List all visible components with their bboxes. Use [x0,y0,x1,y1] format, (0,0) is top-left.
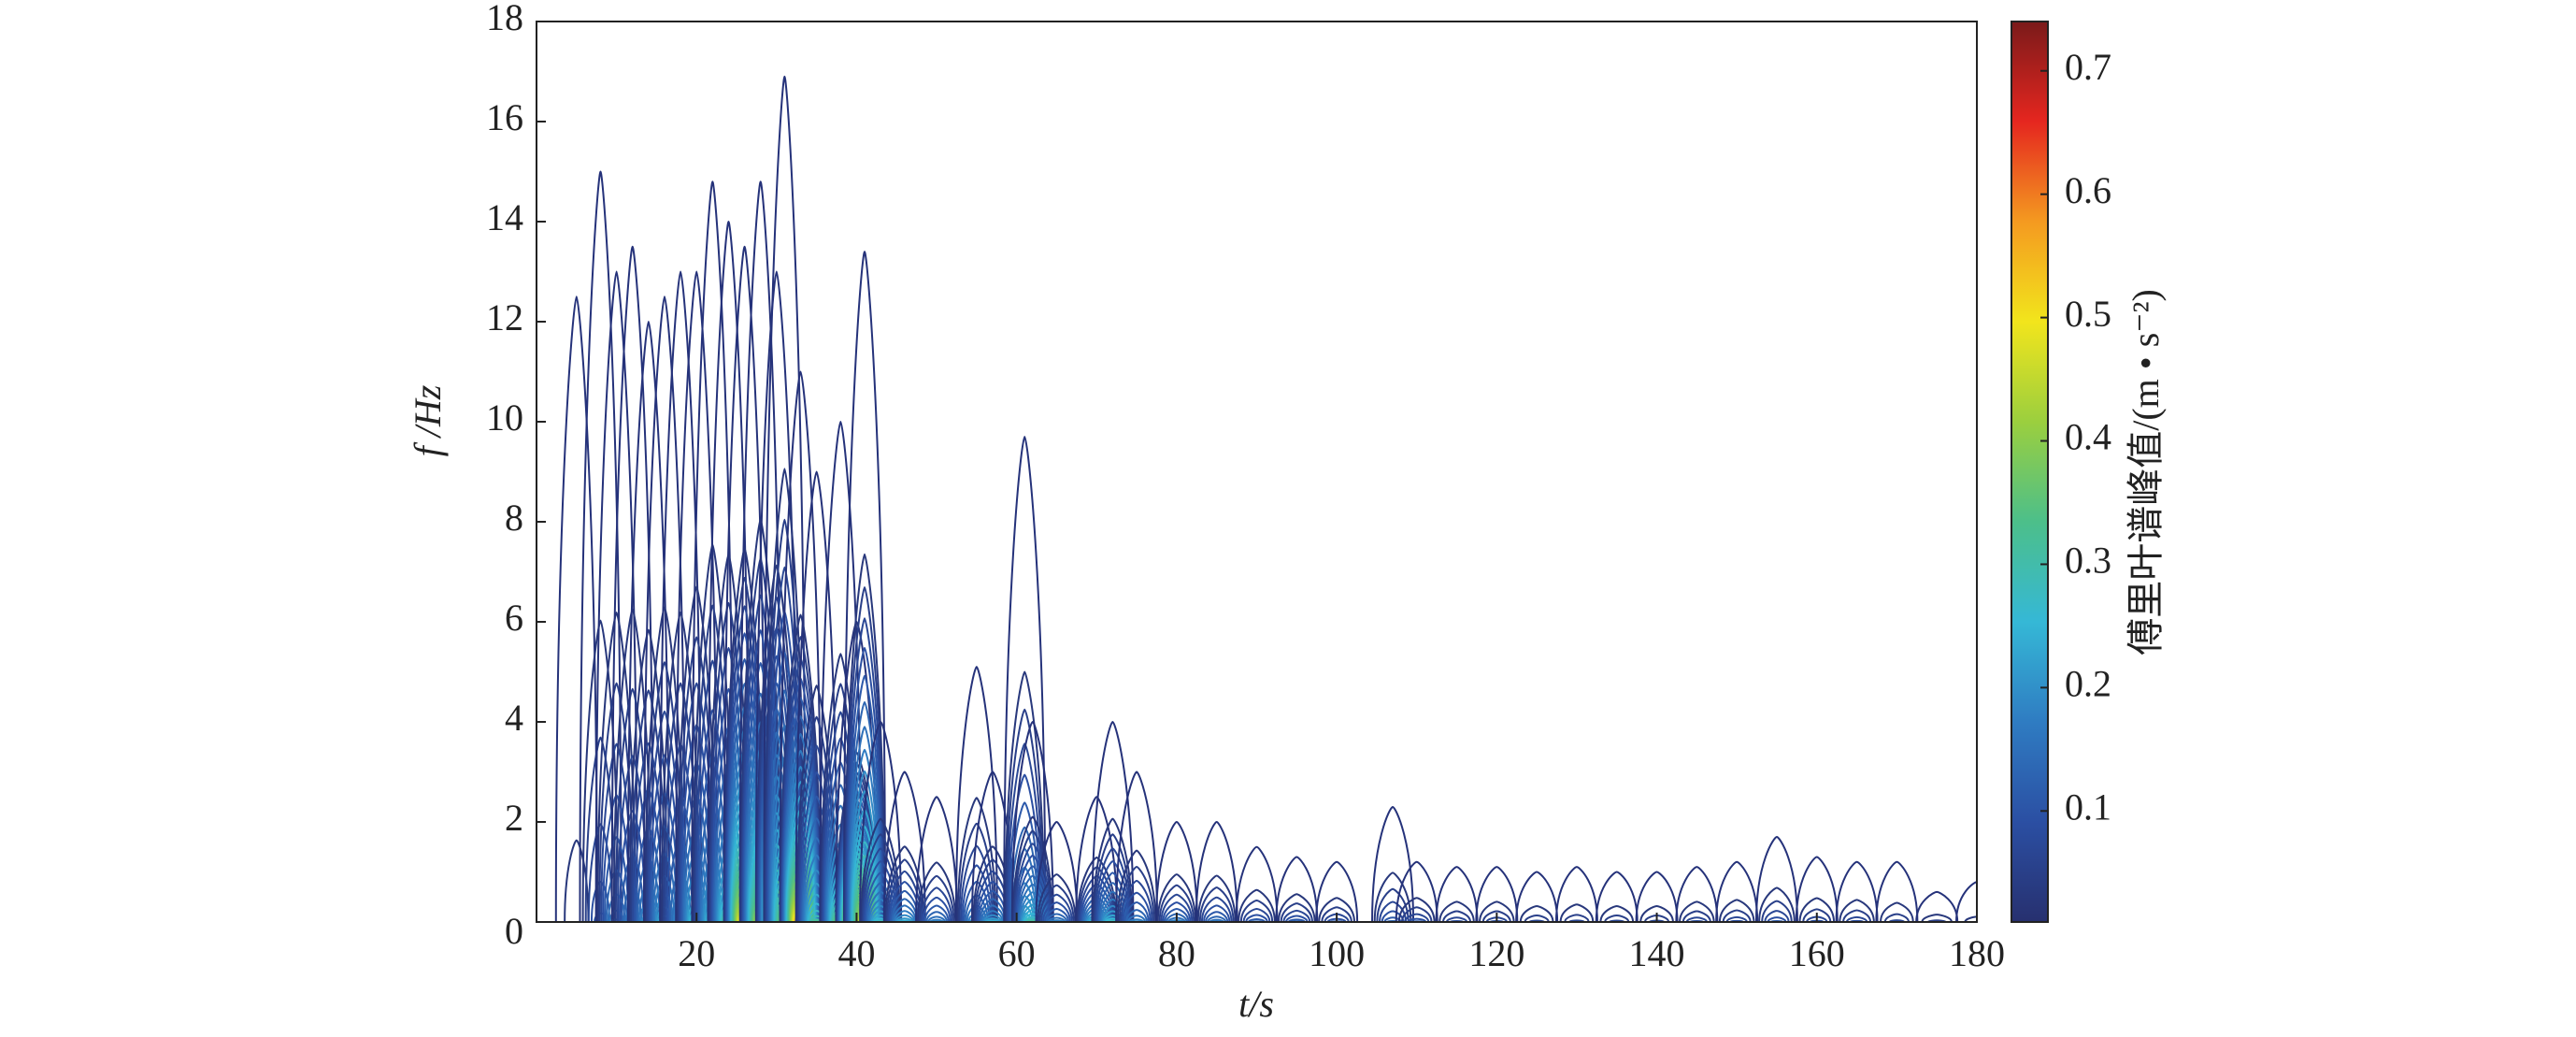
y-tick-label: 8 [505,497,523,539]
x-tick-label: 80 [1158,932,1195,974]
x-tick-label: 40 [837,932,875,974]
colorbar-tick-label: 0.7 [2065,46,2111,88]
colorbar-label: 傅里叶谱峰值/(m • s⁻²) [2125,289,2167,655]
y-tick-label: 18 [486,0,523,38]
y-tick-label: 4 [505,697,523,739]
x-tick-label: 140 [1629,932,1685,974]
colorbar-tick-label: 0.1 [2065,785,2111,828]
contour-outer [1396,862,1438,922]
contour-outer [1276,857,1317,922]
x-tick-label: 180 [1949,932,2005,974]
colorbar-tick-label: 0.4 [2065,416,2111,458]
y-tick-label: 6 [505,597,523,639]
y-tick-label: 16 [486,96,523,138]
colorbar-tick-label: 0.2 [2065,663,2111,705]
colorbar-tick-label: 0.5 [2065,293,2111,335]
contours [556,77,1997,922]
y-tick-label: 2 [505,797,523,839]
x-tick-label: 60 [998,932,1036,974]
contour-level [1198,875,1236,922]
contour-level [565,841,588,922]
x-tick-label: 100 [1309,932,1365,974]
x-tick-label: 120 [1468,932,1524,974]
colorbar [2011,22,2048,922]
colorbar-tick-label: 0.6 [2065,169,2111,211]
y-tick-label: 14 [486,196,523,238]
contour-outer [1916,892,1957,922]
x-axis-label: t/s [1238,983,1274,1025]
x-tick-label: 20 [678,932,715,974]
contour-outer [1756,837,1797,922]
contour-outer [1237,847,1278,922]
colorbar-tick-label: 0.3 [2065,540,2111,582]
y-axis-label: f /Hz [407,384,449,456]
y-tick-label: 10 [486,396,523,439]
y-tick-label: 0 [505,910,523,952]
contour-outer [556,296,597,922]
y-tick-label: 12 [486,296,523,338]
x-tick-label: 160 [1789,932,1845,974]
